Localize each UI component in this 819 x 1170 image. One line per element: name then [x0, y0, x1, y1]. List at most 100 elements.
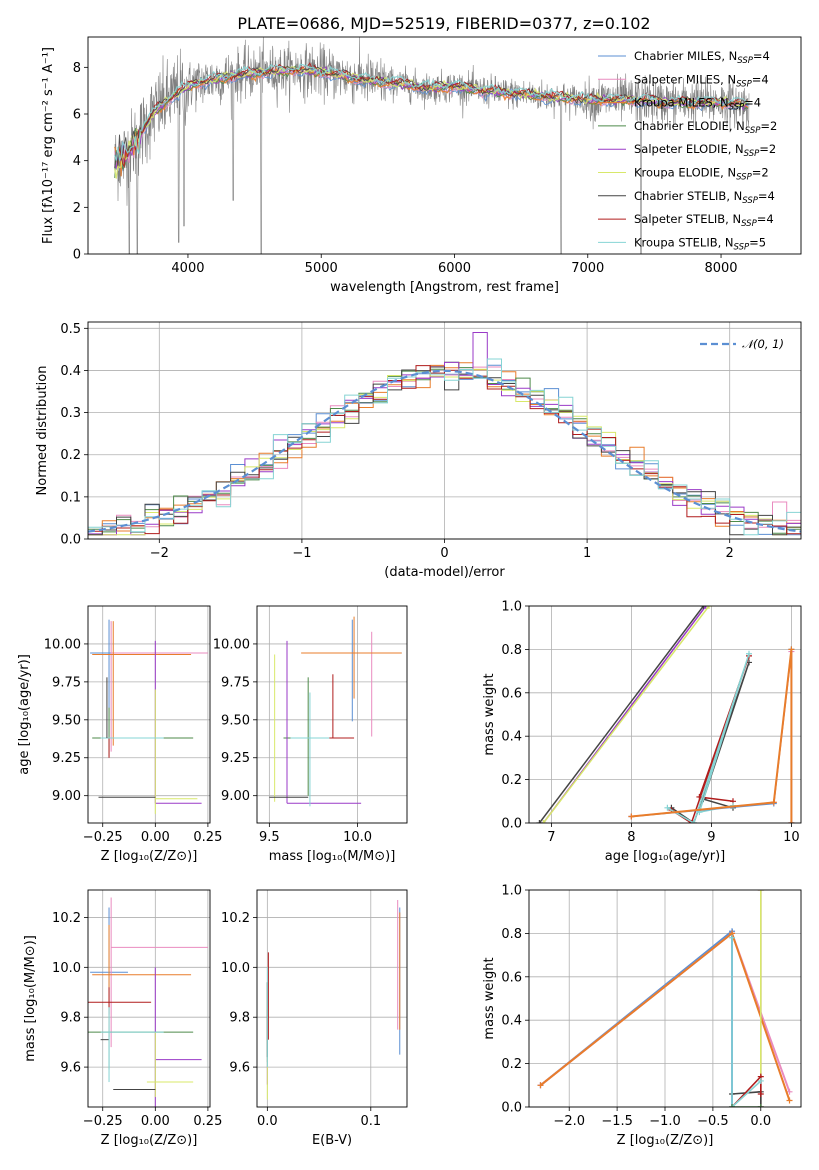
plot-area: [88, 897, 208, 1107]
y-tick-label: 0.2: [60, 448, 81, 463]
x-tick-label: 0: [440, 546, 448, 561]
x-tick-label: 8: [627, 830, 635, 845]
x-axis-label: wavelength [Angstrom, rest frame]: [330, 280, 559, 295]
legend-entry: Salpeter ELODIE, NSSP=2: [634, 142, 776, 159]
y-tick-label: 2: [73, 201, 81, 216]
x-axis-label: age [log₁₀(age/yr)]: [605, 849, 726, 864]
y-tick-label: 0.4: [501, 1014, 522, 1029]
y-tick-label: 0.2: [501, 773, 522, 788]
y-tick-label: 0.4: [501, 730, 522, 745]
y-tick-label: 10.2: [221, 911, 250, 926]
legend-entry: Kroupa STELIB, NSSP=5: [634, 235, 766, 252]
residuals-panel: −2 −1 0 1 2 0.0 0.1 0.2 0.3 0.4 0.5 (data-model)/er…: [35, 321, 802, 580]
x-tick-label: −1.0: [649, 1114, 681, 1129]
legend-entry: Chabrier ELODIE, NSSP=2: [634, 119, 777, 136]
y-tick-label: 4: [73, 154, 81, 169]
x-tick-label: −0.5: [697, 1114, 729, 1129]
spectrum-legend: Chabrier MILES, NSSP=4 Salpeter MILES, NS…: [598, 49, 777, 252]
weight-marker: [702, 606, 709, 609]
x-tick-label: 9.5: [259, 830, 280, 845]
y-axis-label: mass weight: [482, 673, 497, 755]
weight-marker: [788, 646, 795, 653]
y-axis-label: mass weight: [482, 957, 497, 1039]
y-tick-label: 10.00: [213, 637, 250, 652]
weight-marker: [729, 934, 736, 941]
y-tick-label: 0.6: [501, 686, 522, 701]
x-tick-label: 0.00: [141, 1114, 170, 1129]
y-tick-label: 9.6: [229, 1061, 250, 1076]
y-tick-label: 0.0: [501, 1101, 522, 1116]
x-tick-label: 7: [547, 830, 555, 845]
axes-frame: [87, 321, 802, 540]
mass-vs-ebv-panel: 0.0 0.1 9.6 9.8 10.0 10.2 E(B-V): [221, 889, 408, 1148]
x-tick-label: 8000: [704, 261, 737, 276]
y-tick-label: 8: [73, 61, 81, 76]
x-tick-label: −1: [292, 546, 311, 561]
weight-marker: [700, 606, 707, 609]
legend-entry: Chabrier MILES, NSSP=4: [634, 49, 770, 66]
y-tick-label: 9.00: [221, 789, 250, 804]
weight-marker: [536, 820, 543, 823]
y-tick-label: 0.8: [501, 643, 522, 658]
y-tick-label: 10.2: [52, 911, 81, 926]
x-tick-label: 1: [583, 546, 591, 561]
y-tick-label: 0.8: [501, 927, 522, 942]
y-tick-label: 9.8: [60, 1011, 81, 1026]
y-tick-label: 6: [73, 108, 81, 123]
y-tick-label: 0.0: [60, 533, 81, 548]
y-tick-label: 1.0: [501, 884, 522, 899]
x-tick-label: 7000: [571, 261, 604, 276]
plot-area: [88, 332, 801, 536]
y-tick-label: 0.1: [60, 490, 81, 505]
weight-line: [631, 649, 793, 823]
x-tick-label: −1.5: [601, 1114, 633, 1129]
x-tick-label: 10: [783, 830, 800, 845]
y-tick-label: 0.0: [501, 817, 522, 832]
x-tick-label: −2: [150, 546, 169, 561]
y-tick-label: 9.75: [221, 675, 250, 690]
legend-entry: Kroupa ELODIE, NSSP=2: [634, 166, 769, 183]
weight-line: [538, 606, 704, 823]
weight-marker: [757, 890, 764, 893]
age-vs-metallicity-panel: −0.25 0.00 0.25 9.00 9.25 9.50 9.75 10.00 Z [log…: [17, 605, 222, 864]
legend-entry: 𝒩(0, 1): [742, 337, 784, 351]
figure-title: PLATE=0686, MJD=52519, FIBERID=0377, z=0…: [237, 14, 650, 33]
axes-frame: [528, 605, 802, 824]
weight-marker: [706, 606, 712, 609]
weight-marker: [729, 1104, 736, 1107]
plot-area: [266, 899, 401, 1100]
weight-line: [542, 606, 710, 823]
x-tick-label: 0.0: [750, 1114, 771, 1129]
axes-frame: [87, 36, 802, 255]
y-tick-label: 0: [73, 248, 81, 263]
y-tick-label: 0.6: [501, 970, 522, 985]
y-tick-label: 0.4: [60, 364, 81, 379]
y-tick-label: 10.0: [52, 961, 81, 976]
x-axis-label: mass [log₁₀(M/M⊙)]: [269, 849, 396, 864]
legend-entry: Chabrier STELIB, NSSP=4: [634, 189, 775, 206]
weight-marker: [757, 1090, 764, 1097]
x-tick-label: 0.25: [193, 1114, 222, 1129]
x-tick-label: 10.0: [343, 830, 372, 845]
axes-frame: [87, 889, 211, 1108]
y-tick-label: 9.50: [221, 713, 250, 728]
residual-histogram: [88, 366, 801, 536]
weight-marker: [628, 813, 635, 820]
x-tick-label: −0.25: [83, 1114, 123, 1129]
weight-marker: [770, 799, 777, 806]
y-tick-label: 10.0: [221, 961, 250, 976]
axes-frame: [256, 605, 408, 824]
y-axis-label: Normed distribution: [35, 366, 50, 496]
weight-line: [670, 655, 750, 823]
weight-vs-metallicity-panel: −2.0 −1.5 −1.0 −0.5 0.0 0.0 0.2 0.4 0.6 0.8 1.0 Z […: [482, 884, 802, 1148]
weight-marker: [757, 1077, 764, 1084]
x-axis-label: Z [log₁₀(Z/Z⊙)]: [101, 1133, 198, 1148]
legend-entry: Salpeter STELIB, NSSP=4: [634, 212, 774, 229]
y-tick-label: 9.8: [229, 1011, 250, 1026]
y-tick-label: 1.0: [501, 600, 522, 615]
legend-entry: Kroupa MILES, NSSP=4: [634, 96, 761, 113]
axes-frame: [528, 889, 802, 1108]
x-tick-label: 2: [726, 546, 734, 561]
residual-histogram: [88, 358, 801, 536]
